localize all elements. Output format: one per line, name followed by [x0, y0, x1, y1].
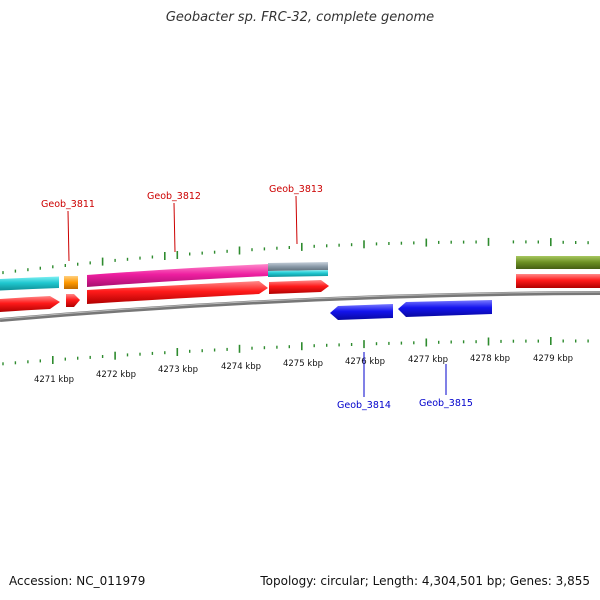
genome-backbone: [0, 291, 600, 322]
scale-label: 4275 kbp: [283, 359, 323, 369]
scale-label: 4273 kbp: [158, 365, 198, 375]
leader-line-3812: [173, 202, 176, 253]
leader-line-3813: [295, 195, 298, 245]
red-gene-left: [0, 296, 60, 312]
red-gene-right: [516, 274, 600, 288]
magenta-feature: [87, 264, 268, 287]
scale-label: 4276 kbp: [345, 357, 385, 367]
gene-label-3813: Geob_3813: [269, 184, 323, 195]
genome-backbone-highlight: [0, 291, 600, 320]
scale-label: 4271 kbp: [34, 375, 74, 385]
blue-gene-3815: [398, 300, 492, 317]
scale-labels: 4271 kbp 4272 kbp 4273 kbp 4274 kbp 4275…: [34, 354, 573, 385]
cyan-feature-right: [268, 270, 328, 277]
map-title: Geobacter sp. FRC-32, complete genome: [165, 10, 435, 25]
genome-summary-text: Topology: circular; Length: 4,304,501 bp…: [260, 574, 590, 588]
gene-label-3811: Geob_3811: [41, 199, 95, 210]
scale-label: 4274 kbp: [221, 362, 261, 372]
cyan-feature-left: [0, 276, 59, 291]
olive-feature: [516, 256, 600, 269]
scale-label: 4272 kbp: [96, 370, 136, 380]
gene-label-3814: Geob_3814: [337, 400, 391, 411]
orange-feature: [64, 276, 78, 289]
leader-line-3811: [67, 210, 70, 262]
gene-label-3812: Geob_3812: [147, 191, 201, 202]
red-gene-3812: [87, 281, 268, 304]
upper-scale-ticks: [2, 237, 589, 275]
scale-label: 4279 kbp: [533, 354, 573, 364]
scale-label: 4277 kbp: [408, 355, 448, 365]
scale-label: 4278 kbp: [470, 354, 510, 364]
steel-feature: [268, 262, 328, 271]
red-gene-3813: [269, 280, 329, 294]
lower-scale-ticks: [2, 337, 589, 366]
red-gene-small: [66, 294, 80, 307]
blue-gene-3814: [330, 304, 393, 320]
gene-label-3815: Geob_3815: [419, 398, 473, 409]
accession-text: Accession: NC_011979: [9, 574, 146, 588]
